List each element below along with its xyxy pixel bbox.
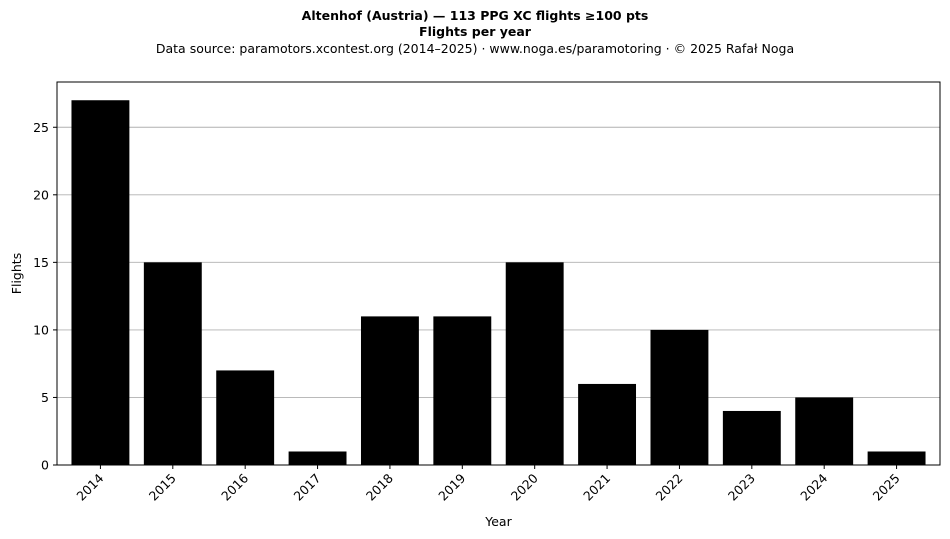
chart-titles: Altenhof (Austria) — 113 PPG XC flights … [0, 8, 950, 57]
x-tick-label: 2015 [146, 471, 179, 504]
bar-2018 [360, 316, 419, 465]
bar-2024 [795, 397, 854, 465]
bars [71, 100, 926, 465]
y-tick-label: 10 [33, 322, 49, 337]
bar-2014 [71, 100, 130, 465]
bar-2016 [216, 370, 275, 465]
y-tick-label: 15 [33, 255, 49, 270]
bar-2020 [505, 262, 564, 465]
y-axis-ticks: 0 5 10 15 20 25 [33, 120, 57, 473]
x-tick-label: 2019 [435, 470, 468, 503]
x-tick-label: 2016 [218, 470, 251, 503]
x-tick-label: 2025 [870, 471, 903, 504]
x-tick-label: 2014 [73, 470, 106, 503]
bar-2015 [143, 262, 202, 465]
y-tick-label: 5 [41, 390, 49, 405]
x-axis-label: Year [484, 514, 512, 529]
bar-2019 [433, 316, 492, 465]
chart-subtitle: Flights per year [419, 24, 531, 39]
y-tick-label: 0 [41, 458, 49, 473]
x-tick-label: 2024 [797, 470, 830, 503]
y-tick-label: 25 [33, 120, 49, 135]
x-tick-label: 2017 [291, 471, 324, 504]
x-axis-ticks: 2014 2015 2016 2017 2018 2019 2020 2021 2022 2023… [73, 465, 903, 504]
chart-title: Altenhof (Austria) — 113 PPG XC flights … [301, 8, 649, 23]
chart-source-note: Data source: paramotors.xcontest.org (20… [155, 41, 795, 56]
y-axis-label: Flights [9, 253, 24, 294]
bar-2025 [867, 451, 926, 465]
plot-frame [56, 81, 941, 466]
x-tick-label: 2020 [508, 470, 541, 503]
bar-2023 [722, 410, 781, 465]
x-tick-label: 2022 [652, 471, 685, 504]
x-tick-label: 2021 [580, 471, 613, 504]
y-tick-label: 20 [33, 187, 49, 202]
bar-2021 [578, 383, 637, 465]
bar-2022 [650, 329, 709, 465]
x-tick-label: 2018 [363, 470, 396, 503]
bar-2017 [288, 451, 347, 465]
x-tick-label: 2023 [725, 471, 758, 504]
